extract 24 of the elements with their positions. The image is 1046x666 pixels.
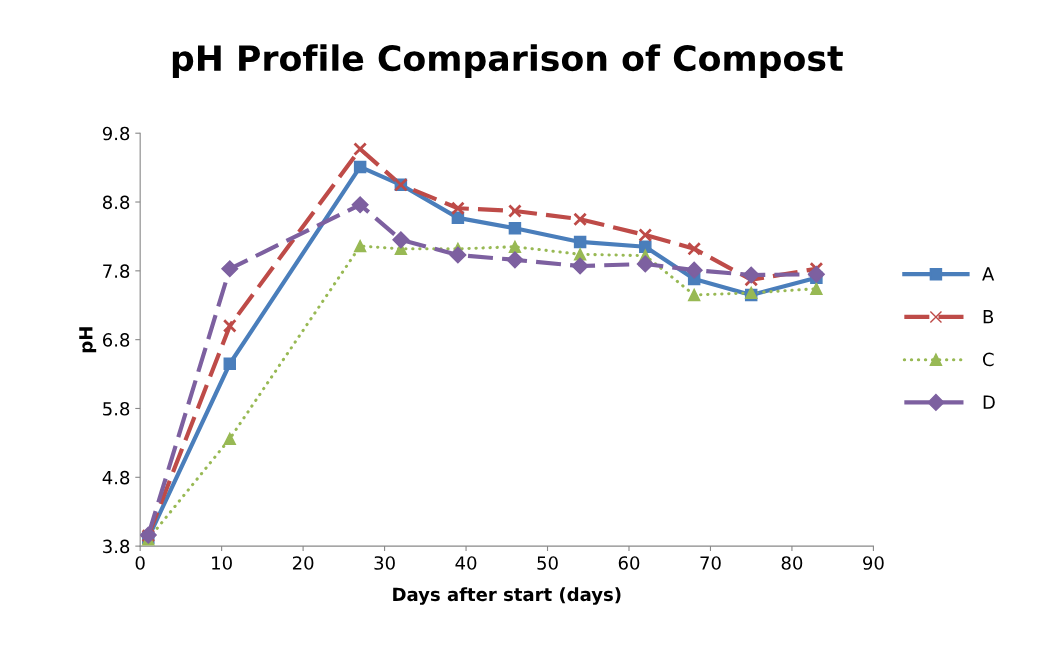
y-axis-title: pH bbox=[79, 327, 97, 353]
x-axis-title: Days after start (days) bbox=[393, 587, 621, 605]
y-tick-label: 5.8 bbox=[103, 401, 130, 416]
x-tick-label: 80 bbox=[781, 556, 803, 570]
legend-label: B bbox=[983, 310, 994, 324]
x-tick-label: 40 bbox=[455, 556, 477, 570]
x-tick-label: 30 bbox=[374, 556, 395, 570]
y-tick-label: 7.8 bbox=[103, 264, 130, 278]
legend-label: D bbox=[983, 395, 995, 409]
legend-label: C bbox=[982, 352, 994, 367]
legend-label: A bbox=[982, 267, 995, 281]
x-tick-label: 10 bbox=[212, 556, 232, 570]
x-tick-label: 20 bbox=[292, 556, 314, 570]
y-tick-label: 9.8 bbox=[102, 126, 130, 141]
chart-title: pH Profile Comparison of Compost bbox=[172, 44, 843, 78]
y-tick-label: 8.8 bbox=[102, 195, 130, 210]
y-tick-label: 4.8 bbox=[102, 470, 130, 485]
x-tick-label: 70 bbox=[700, 556, 721, 570]
x-tick-label: 60 bbox=[618, 556, 640, 570]
y-tick-label: 6.8 bbox=[102, 333, 130, 347]
x-tick-label: 0 bbox=[135, 556, 145, 570]
x-tick-label: 50 bbox=[537, 556, 558, 570]
y-tick-label: 3.8 bbox=[103, 539, 130, 554]
x-tick-label: 90 bbox=[863, 556, 884, 570]
